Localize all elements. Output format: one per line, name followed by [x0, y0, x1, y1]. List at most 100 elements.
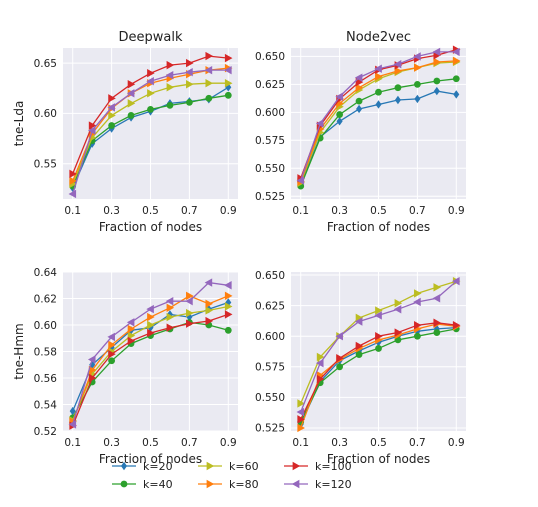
tick-labels: 0.1 0.3 0.5 0.7 0.9 0.52 0.54 0.56 0.58 0.60 0.62 0… — [34, 267, 237, 449]
data-point — [224, 79, 233, 88]
data-point — [433, 77, 441, 85]
data-point — [296, 176, 305, 185]
data-point — [452, 321, 461, 330]
legend-label: k=120 — [315, 478, 352, 491]
data-point — [224, 291, 233, 301]
data-point — [107, 103, 115, 112]
y-tick-label: 0.55 — [34, 159, 57, 171]
panel-deepwalk-hmm: 0.1 0.3 0.5 0.7 0.9 0.52 0.54 0.56 0.58 0.60 0.62 0… — [12, 267, 238, 466]
y-tick-label: 0.65 — [34, 58, 57, 70]
data-point — [108, 111, 116, 120]
data-point — [394, 84, 402, 92]
data-point — [355, 341, 364, 351]
data-point — [432, 47, 441, 57]
panel-deepwalk-lda: 0.1 0.3 0.5 0.7 0.9 0.55 0.60 0.65 Deepwalk Fra… — [12, 30, 238, 234]
data-point — [205, 94, 213, 102]
tick-labels: 0.1 0.3 0.5 0.7 0.9 0.525 0.550 0.575 0.600 0.625… — [255, 51, 465, 217]
legend: k=20 k=40 k=60 k=80 k=100 k=120 — [112, 460, 352, 491]
data-point — [452, 56, 461, 66]
data-point — [127, 324, 136, 334]
y-tick-label: 0.600 — [255, 107, 285, 119]
series-k120 — [68, 65, 232, 199]
data-point — [127, 331, 136, 340]
data-point — [336, 117, 343, 126]
data-point — [186, 319, 194, 328]
data-point — [374, 64, 382, 73]
legend-label: k=60 — [229, 460, 259, 473]
data-point — [68, 420, 77, 429]
data-point — [315, 358, 324, 368]
data-point — [356, 104, 363, 114]
data-point — [335, 92, 343, 101]
data-point — [166, 312, 175, 322]
x-tick-label: 0.3 — [103, 437, 120, 449]
data-point — [88, 121, 97, 130]
grid — [291, 48, 466, 199]
y-tick-label: 0.54 — [34, 399, 58, 411]
y-tick-label: 0.60 — [34, 320, 57, 332]
data-point — [375, 345, 382, 352]
legend-marker — [120, 480, 128, 488]
data-point — [146, 77, 154, 86]
data-point — [205, 306, 214, 315]
data-point — [147, 89, 155, 98]
data-point — [355, 351, 363, 358]
y-tick-label: 0.575 — [255, 135, 285, 147]
data-point — [88, 365, 97, 375]
data-point — [186, 80, 194, 89]
data-point — [204, 65, 213, 75]
x-tick-label: 0.5 — [142, 205, 159, 217]
data-point — [87, 355, 96, 364]
x-axis-label: Fraction of nodes — [327, 220, 430, 234]
data-point — [68, 189, 77, 199]
data-point — [224, 310, 233, 319]
data-point — [166, 60, 175, 70]
data-point — [393, 60, 402, 69]
x-tick-label: 0.9 — [448, 437, 465, 449]
data-point — [297, 399, 305, 408]
series-k120 — [68, 278, 232, 429]
data-point — [224, 302, 233, 311]
y-tick-label: 0.625 — [255, 79, 285, 91]
legend-marker — [120, 461, 128, 471]
y-tick-label: 0.56 — [34, 373, 58, 385]
data-point — [186, 308, 194, 318]
data-point — [185, 296, 193, 306]
data-point — [224, 326, 232, 334]
x-tick-label: 0.5 — [142, 437, 159, 449]
x-tick-label: 0.7 — [409, 437, 426, 449]
x-tick-label: 0.7 — [409, 205, 426, 217]
y-axis-label: tne-Hmm — [12, 323, 26, 379]
y-tick-label: 0.650 — [255, 270, 285, 282]
series-k100 — [297, 318, 461, 424]
data-point — [108, 349, 116, 359]
data-point — [204, 278, 213, 287]
data-point — [108, 94, 116, 103]
data-point — [186, 58, 194, 68]
tick-labels: 0.1 0.3 0.5 0.7 0.9 0.525 0.550 0.575 0.600 0.625… — [255, 270, 465, 449]
legend-item-k60: k=60 — [198, 460, 259, 473]
data-point — [414, 321, 422, 330]
y-tick-label: 0.60 — [34, 108, 57, 120]
data-point — [433, 57, 442, 67]
data-point — [166, 310, 173, 319]
series-k40 — [297, 75, 460, 190]
y-axis-label: tne-Lda — [12, 101, 26, 147]
legend-label: k=20 — [143, 460, 173, 473]
data-point — [147, 312, 155, 322]
x-tick-label: 0.3 — [103, 205, 120, 217]
x-tick-label: 0.5 — [370, 437, 387, 449]
data-point — [375, 100, 382, 109]
data-point — [205, 51, 214, 61]
data-point — [393, 305, 402, 314]
data-point — [297, 415, 305, 424]
y-tick-label: 0.600 — [255, 331, 285, 343]
data-point — [185, 67, 193, 77]
series-lines — [68, 51, 233, 199]
data-point — [69, 169, 77, 179]
series-k100 — [69, 310, 233, 430]
data-point — [452, 47, 460, 57]
data-point — [185, 98, 193, 106]
data-point — [414, 94, 421, 104]
data-point — [108, 340, 116, 350]
